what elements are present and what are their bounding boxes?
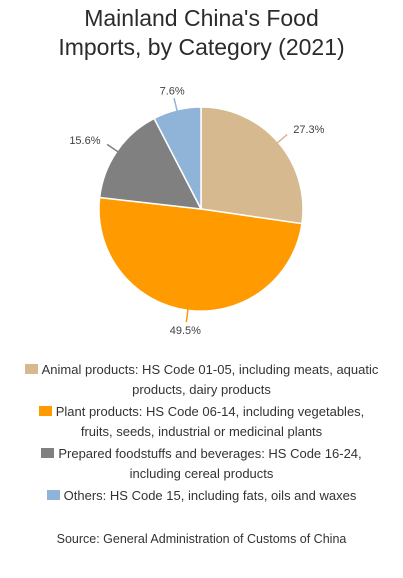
legend-text-plant-products-line-1: Plant products: HS Code 06-14, including… — [55, 404, 365, 419]
legend-swatch-plant-products — [38, 406, 52, 416]
legend-text-plant-products-line-2: fruits, seeds, industrial or medicinal p… — [80, 424, 323, 439]
legend-swatch-animal-products — [24, 364, 38, 374]
legend-text-others-line-1: Others: HS Code 15, including fats, oils… — [63, 488, 357, 503]
chart-title-line-1: Mainland China's Food — [84, 5, 319, 31]
legend-text-prepared-foodstuffs-line-1: Prepared foodstuffs and beverages: HS Co… — [58, 446, 362, 461]
slice-label-plant-products: 49.5% — [170, 325, 201, 337]
legend-item-prepared-foodstuffs: Prepared foodstuffs and beverages: HS Co… — [10, 444, 393, 484]
slice-label-prepared-foodstuffs: 15.6% — [69, 135, 100, 147]
legend-item-plant-products: Plant products: HS Code 06-14, including… — [10, 402, 393, 442]
legend-text-animal-products-line-2: products, dairy products — [132, 382, 271, 397]
legend-text-animal-products-line-1: Animal products: HS Code 01-05, includin… — [41, 362, 379, 377]
slice-label-animal-products: 27.3% — [293, 124, 324, 136]
legend-item-others: Others: HS Code 15, including fats, oils… — [10, 486, 393, 506]
leader-line-plant-products — [185, 308, 189, 323]
leader-line-others — [173, 98, 179, 113]
pie-slice-animal-products — [200, 106, 304, 225]
legend-item-animal-products: Animal products: HS Code 01-05, includin… — [10, 360, 393, 400]
legend: Animal products: HS Code 01-05, includin… — [10, 360, 393, 508]
legend-text-prepared-foodstuffs-line-2: including cereal products — [129, 466, 274, 481]
legend-swatch-others — [46, 490, 60, 500]
leader-line-animal-products — [276, 133, 288, 145]
leader-line-prepared-foodstuffs — [106, 143, 120, 153]
legend-swatch-prepared-foodstuffs — [41, 448, 55, 458]
pie-chart: 27.3% 49.5% 15.6% 7.6% — [69, 85, 324, 337]
slice-label-others: 7.6% — [160, 85, 185, 97]
source-note: Source: General Administration of Custom… — [56, 532, 347, 546]
chart-title: Mainland China's Food Imports, by Catego… — [0, 4, 403, 62]
chart-title-line-2: Imports, by Category (2021) — [58, 34, 345, 60]
